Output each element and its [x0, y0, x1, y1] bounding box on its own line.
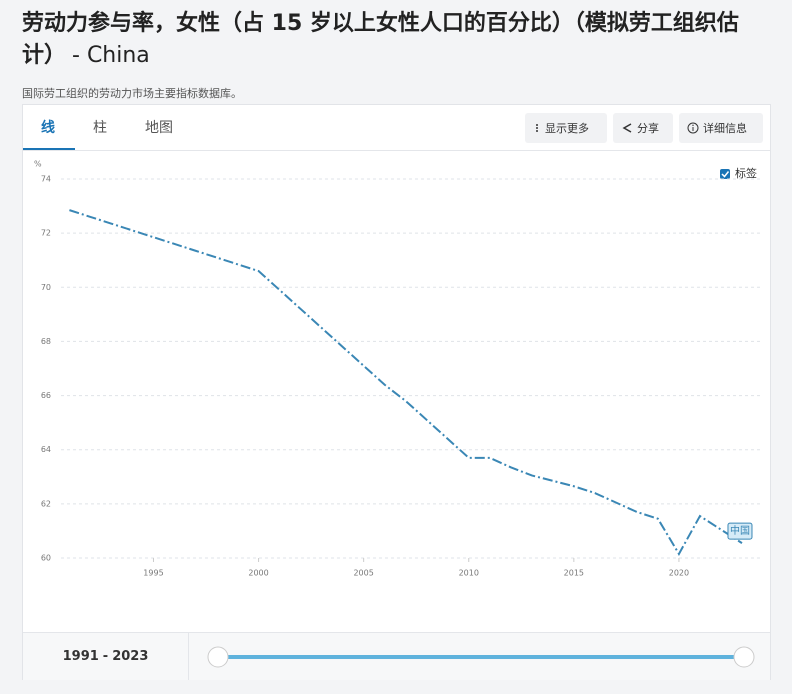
tab[interactable]: 柱 — [93, 120, 107, 136]
y-tick-label: 70 — [41, 283, 51, 292]
labels-checkbox[interactable] — [720, 169, 730, 179]
button-label: 显示更多 — [545, 122, 589, 135]
x-tick-label: 2015 — [564, 569, 584, 578]
chart: % 标签 60 62 64 66 68 70 72 74 1995 2000 2005 2010 201… — [34, 160, 763, 578]
icon — [687, 122, 699, 134]
y-tick-label: 66 — [41, 391, 51, 400]
details-button[interactable]: 详细信息 — [679, 113, 763, 143]
y-unit: % — [34, 160, 42, 169]
series-label: 中国 — [730, 524, 750, 537]
show-more-button[interactable]: 显示更多 — [525, 113, 607, 143]
labels-toggle[interactable]: 标签 — [735, 166, 757, 180]
button-label: 分享 — [637, 122, 659, 135]
series-line — [69, 209, 743, 556]
y-tick-label: 62 — [41, 499, 51, 508]
source[interactable]: 国际劳工组织的劳动力市场主要指标数据库。 — [22, 87, 242, 100]
y-tick-label: 60 — [41, 554, 51, 563]
y-tick-label: 74 — [41, 175, 51, 184]
y-tick-label: 64 — [41, 445, 51, 454]
country: - China — [72, 43, 150, 68]
page-title: 劳动力参与率，女性（占 15 岁以上女性人口的百分比）（模拟劳工组织估计） - C… — [22, 8, 772, 72]
tab[interactable]: 线 — [41, 120, 55, 136]
range-end: 2023 — [112, 649, 149, 664]
share-button[interactable]: 分享 — [613, 113, 673, 143]
x-tick-label: 1995 — [143, 569, 163, 578]
chart-panel: 线 柱 地图 显示更多 分享 详细信息 % 标签 60 62 64 66 68 70 72 7… — [22, 104, 771, 680]
year-range: 1991-2023 — [23, 633, 189, 680]
range-slider[interactable] — [198, 643, 768, 671]
series-label-box — [727, 522, 753, 540]
y-tick-label: 68 — [41, 337, 51, 346]
icon — [622, 123, 632, 133]
range-start: 1991 — [62, 649, 99, 664]
range-bar: 1991-2023 — [23, 632, 770, 680]
slider-handle[interactable] — [733, 646, 755, 668]
slider-handle[interactable] — [207, 646, 229, 668]
x-tick-label: 2010 — [459, 569, 479, 578]
button-label: 详细信息 — [703, 122, 747, 135]
tab[interactable]: 地图 — [145, 120, 173, 136]
title-text: 劳动力参与率，女性（占 15 岁以上女性人口的百分比）（模拟劳工组织估计） — [22, 11, 739, 68]
y-tick-label: 72 — [41, 229, 51, 238]
range-separator: - — [102, 649, 109, 664]
icon — [536, 124, 538, 132]
x-tick-label: 2000 — [248, 569, 268, 578]
divider — [23, 150, 770, 151]
x-tick-label: 2005 — [353, 569, 373, 578]
x-tick-label: 2020 — [669, 569, 689, 578]
tab-indicator — [23, 148, 75, 150]
check-mark — [721, 171, 730, 178]
